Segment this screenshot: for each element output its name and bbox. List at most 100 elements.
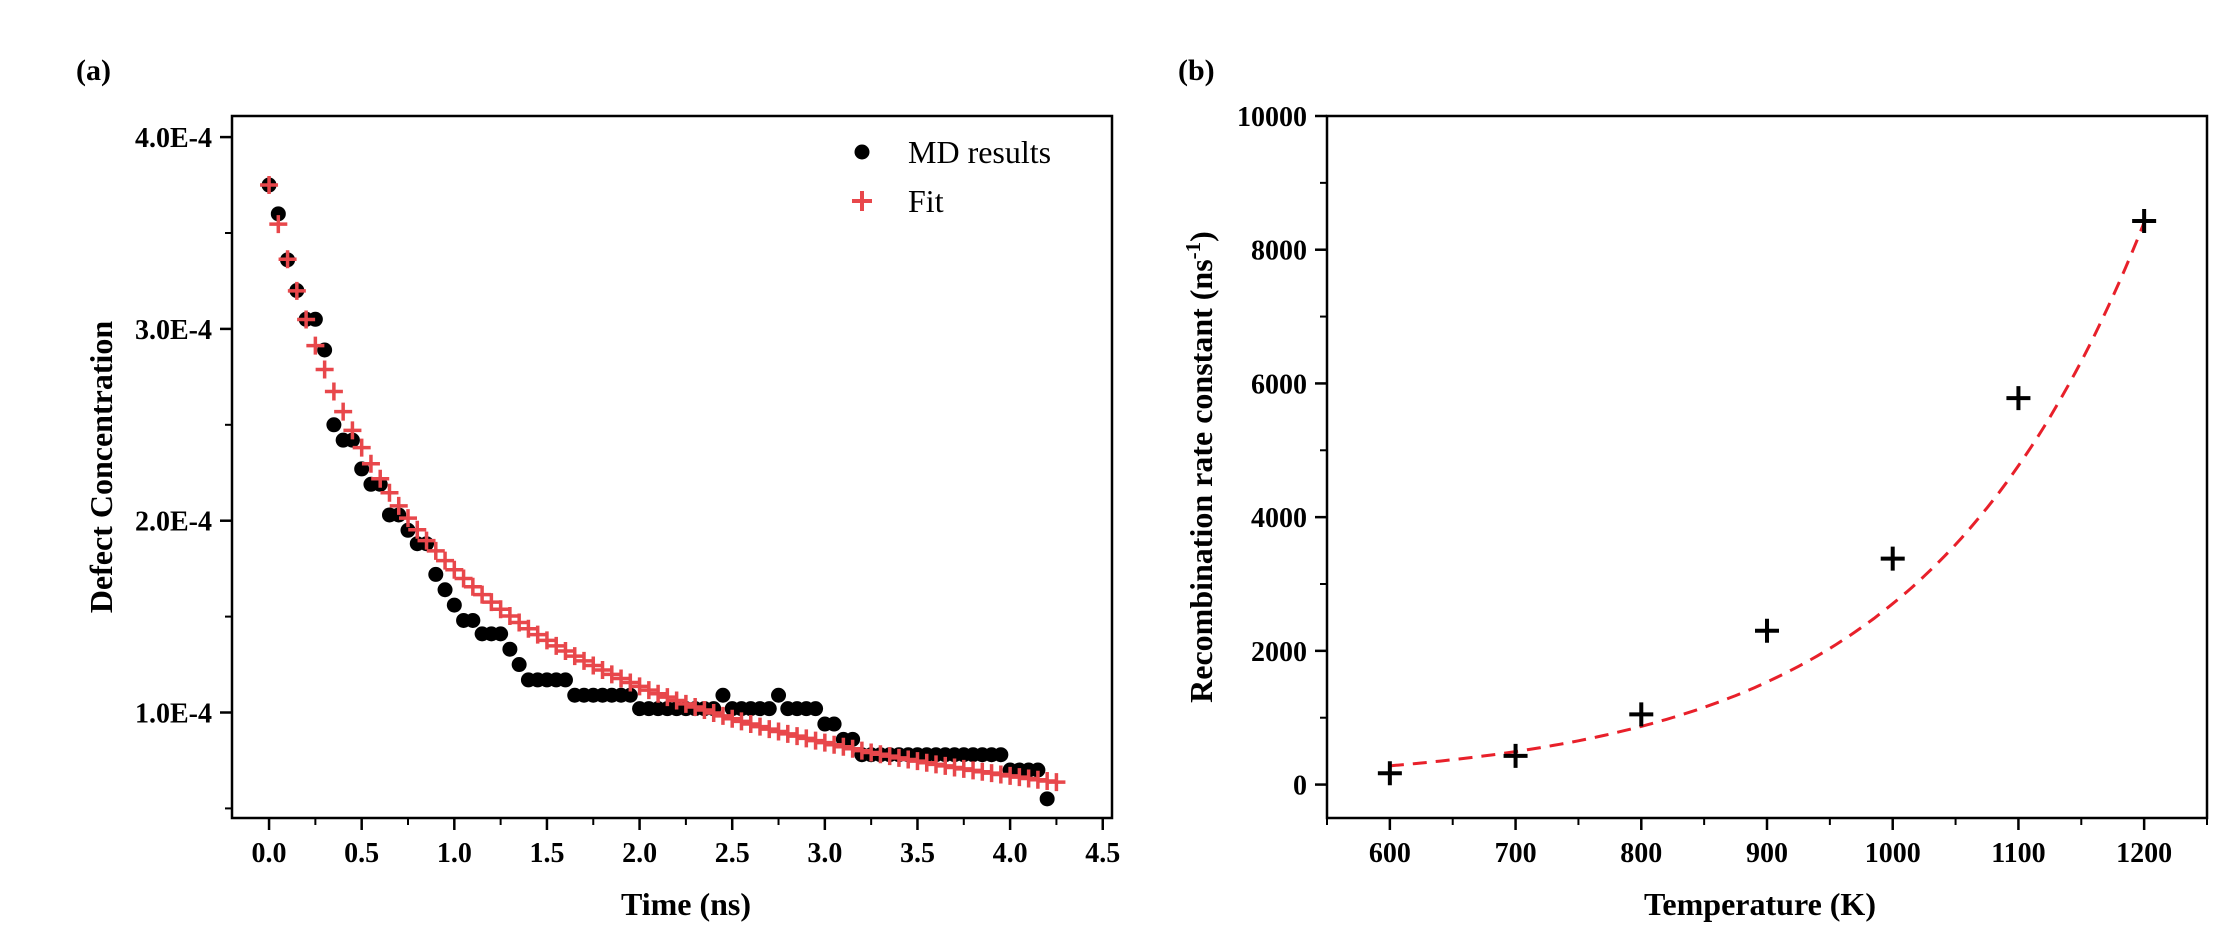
x-tick-label: 900 — [1746, 838, 1788, 869]
panel-b-y-label: Recombination rate constant (ns-1) — [1181, 231, 1219, 703]
md-data-point — [428, 566, 444, 582]
x-tick-label: 4.0 — [993, 838, 1028, 869]
fit-marker — [371, 469, 390, 488]
y-tick-label: 4.0E-4 — [135, 123, 212, 154]
fit-marker — [380, 483, 399, 502]
x-tick-label: 0.0 — [252, 838, 287, 869]
fit-marker — [454, 569, 473, 588]
fit-marker — [834, 737, 853, 756]
fit-marker — [556, 642, 575, 661]
panel-b-fit-curve-group — [1389, 221, 2146, 768]
fit-marker — [306, 336, 325, 355]
fit-marker — [343, 421, 362, 440]
y-tick-label: 6000 — [1251, 369, 1307, 400]
fit-marker — [352, 438, 371, 457]
fit-marker — [630, 677, 649, 696]
panel-a: (a) 0.0 0.5 1.0 1.5 2.0 2.5 3.0 3.5 4.0 4.5 1.0E-… — [76, 54, 1120, 922]
fit-marker — [491, 600, 510, 619]
md-data-point — [511, 657, 527, 673]
fit-marker — [806, 731, 825, 750]
data-point — [1880, 546, 1905, 571]
md-data-point — [437, 582, 453, 598]
panel-b-y-label-sup: -1 — [1181, 242, 1205, 260]
fit-marker — [297, 310, 316, 329]
legend-md-marker — [854, 144, 870, 160]
fit-marker — [482, 593, 501, 612]
fit-marker — [639, 681, 658, 700]
fit-marker — [852, 741, 871, 760]
fit-marker — [500, 607, 519, 626]
data-point — [2006, 386, 2031, 411]
md-data-point — [1030, 762, 1046, 778]
fit-marker — [686, 697, 705, 716]
y-tick-label: 3.0E-4 — [135, 315, 212, 346]
fit-marker — [426, 541, 445, 560]
x-tick-label: 0.5 — [344, 838, 379, 869]
fit-curve — [1389, 221, 2146, 768]
y-tick-label: 10000 — [1237, 102, 1307, 133]
md-data-point — [326, 417, 342, 433]
panel-b-y-label-main: Recombination rate constant (ns — [1183, 259, 1219, 703]
panel-a-label: (a) — [76, 54, 111, 87]
fit-marker — [704, 704, 723, 723]
md-data-point — [307, 311, 323, 327]
md-data-point — [622, 687, 638, 703]
md-data-point — [502, 641, 518, 657]
fit-marker — [695, 701, 714, 720]
fit-marker — [1047, 773, 1066, 792]
panel-a-fit-series — [260, 176, 1066, 792]
panel-a-legend: MD results Fit — [852, 134, 1051, 219]
fit-marker — [510, 613, 529, 632]
fit-marker — [815, 733, 834, 752]
fit-marker — [463, 577, 482, 596]
legend-fit-marker — [852, 191, 872, 211]
fit-marker — [315, 360, 334, 379]
data-point — [1755, 618, 1779, 643]
x-tick-label: 1100 — [1991, 838, 2045, 869]
md-data-point — [400, 522, 416, 538]
fit-marker — [593, 661, 612, 680]
y-tick-label: 2.0E-4 — [135, 507, 212, 538]
fit-marker — [862, 743, 881, 762]
fit-marker — [760, 720, 779, 739]
fit-marker — [399, 509, 417, 528]
fit-marker — [547, 636, 566, 655]
fit-marker — [621, 673, 640, 692]
panel-b-data-series — [1377, 208, 2157, 786]
y-tick-label: 8000 — [1251, 236, 1307, 267]
panel-b-y-label-suffix: ) — [1183, 231, 1219, 242]
md-data-point — [1039, 791, 1055, 807]
fit-marker — [473, 585, 492, 604]
md-data-point — [826, 716, 842, 732]
panel-b-plot-frame — [1325, 114, 2209, 820]
x-tick-label: 1.0 — [437, 838, 472, 869]
fit-marker — [436, 551, 455, 570]
md-data-point — [808, 701, 824, 717]
fit-marker — [408, 520, 427, 539]
panel-b-x-axis: 600 700 800 900 1000 1100 1200 — [1326, 818, 2208, 869]
fit-marker — [528, 625, 547, 644]
fit-marker — [537, 631, 556, 650]
legend-fit-label: Fit — [908, 183, 944, 219]
md-data-point — [446, 597, 462, 613]
legend-md-label: MD results — [908, 134, 1051, 170]
panel-b-y-axis: 0 2000 4000 6000 8000 10000 — [1237, 102, 1327, 802]
x-tick-label: 4.5 — [1085, 838, 1120, 869]
fit-marker — [658, 688, 677, 707]
fit-marker — [612, 669, 631, 688]
fit-marker — [649, 684, 668, 703]
y-tick-label: 2000 — [1251, 637, 1307, 668]
x-tick-label: 600 — [1369, 838, 1411, 869]
x-tick-label: 1200 — [2116, 838, 2172, 869]
fit-marker — [713, 706, 732, 725]
fit-marker — [871, 745, 890, 764]
fit-marker — [389, 496, 408, 515]
fit-marker — [417, 531, 436, 550]
fit-marker — [751, 717, 769, 736]
fit-marker — [269, 215, 288, 234]
fit-marker — [361, 454, 380, 473]
fit-marker — [788, 727, 807, 746]
y-tick-label: 4000 — [1251, 503, 1307, 534]
md-data-point — [557, 672, 573, 688]
panel-a-y-axis: 1.0E-4 2.0E-4 3.0E-4 4.0E-4 — [135, 123, 232, 810]
